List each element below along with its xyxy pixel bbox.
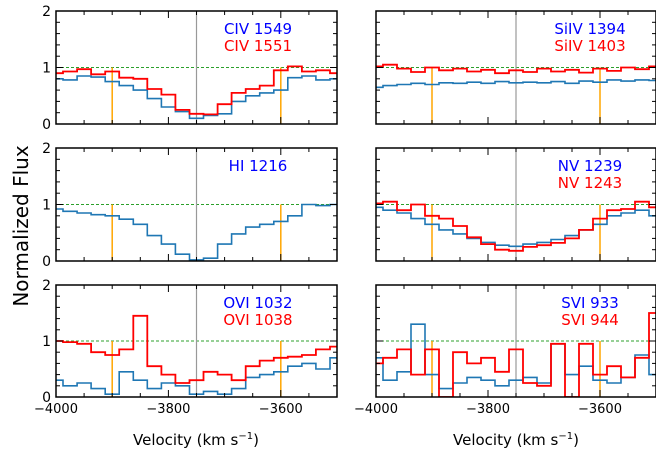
series-line-2 bbox=[376, 200, 656, 252]
panel-plot-nv bbox=[376, 148, 656, 261]
ion-label-1: HI 1216 bbox=[229, 157, 288, 175]
x-axis-label-left: Velocity (km s−1) bbox=[133, 431, 259, 449]
ion-label-2: CIV 1551 bbox=[224, 37, 292, 55]
x-axis-label-left-main: Velocity (km s bbox=[133, 431, 239, 449]
ion-label-1: OVI 1032 bbox=[223, 294, 292, 312]
x-axis-label-left-close: ) bbox=[253, 431, 259, 449]
ion-label-2: SVI 944 bbox=[561, 311, 619, 329]
x-tick-label: −3800 bbox=[146, 402, 190, 417]
series-line-1 bbox=[56, 75, 337, 120]
y-tick-label: 0 bbox=[42, 254, 51, 270]
y-tick-label: 2 bbox=[42, 4, 51, 20]
y-tick-label: 1 bbox=[42, 61, 51, 77]
panel-plot-siiv bbox=[376, 11, 656, 124]
y-tick-label: 1 bbox=[42, 334, 51, 350]
y-axis-label: Normalized Flux bbox=[9, 145, 33, 307]
x-axis-label-right: Velocity (km s−1) bbox=[453, 431, 579, 449]
x-axis-label-right-main: Velocity (km s bbox=[453, 431, 559, 449]
series-line-2 bbox=[56, 65, 337, 116]
ion-label-1: NV 1239 bbox=[558, 157, 622, 175]
x-tick-label: −3800 bbox=[466, 402, 510, 417]
panel-plot-civ bbox=[56, 11, 337, 124]
y-tick-label: 0 bbox=[42, 390, 51, 406]
ion-label-1: SVI 933 bbox=[561, 294, 619, 312]
series-line-1 bbox=[376, 323, 656, 390]
x-axis-label-left-sup: −1 bbox=[238, 431, 253, 442]
panel-plot-hi bbox=[56, 148, 337, 261]
panel-plot-ovi bbox=[56, 285, 337, 397]
series-line-2 bbox=[56, 314, 337, 384]
y-tick-label: 0 bbox=[42, 117, 51, 133]
series-line-1 bbox=[376, 79, 656, 89]
series-line-1 bbox=[376, 206, 656, 248]
series-line-2 bbox=[376, 63, 656, 75]
series-line-2 bbox=[376, 312, 656, 397]
panel-plot-svi bbox=[376, 285, 656, 397]
ion-label-2: NV 1243 bbox=[558, 174, 622, 192]
ion-label-1: SiIV 1394 bbox=[554, 20, 625, 38]
x-tick-label: −4000 bbox=[34, 402, 78, 417]
x-tick-label: −4000 bbox=[354, 402, 398, 417]
y-tick-label: 1 bbox=[42, 198, 51, 214]
x-tick-label: −3600 bbox=[259, 402, 303, 417]
x-tick-label: −3600 bbox=[578, 402, 622, 417]
ion-label-1: CIV 1549 bbox=[224, 20, 292, 38]
x-axis-label-right-close: ) bbox=[573, 431, 579, 449]
y-tick-label: 2 bbox=[42, 141, 51, 157]
y-tick-label: 2 bbox=[42, 278, 51, 294]
ion-label-2: OVI 1038 bbox=[223, 311, 292, 329]
x-axis-label-right-sup: −1 bbox=[558, 431, 573, 442]
ion-label-2: SiIV 1403 bbox=[554, 37, 625, 55]
panel-hi: 0 1 2 HI 1216 bbox=[42, 141, 338, 270]
